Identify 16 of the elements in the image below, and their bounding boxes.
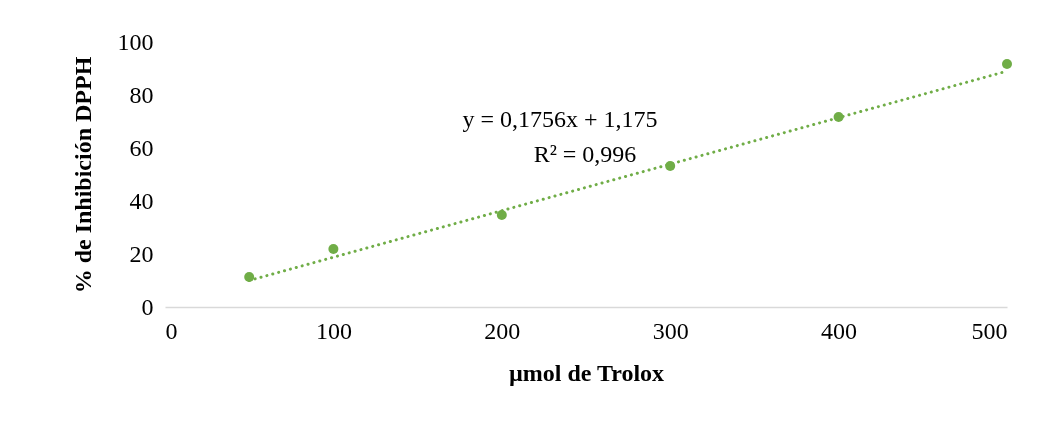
x-tick-label: 400	[821, 317, 858, 344]
x-tick-label: 500	[971, 317, 1008, 344]
x-tick-label: 100	[315, 317, 352, 344]
annotation: y = 0,1756x + 1,175	[462, 106, 658, 132]
y-axis-title: % de Inhibición DPPH	[69, 56, 96, 294]
x-tick-label: 300	[652, 317, 689, 344]
annotation: R² = 0,996	[533, 141, 637, 167]
x-tick-label: 200	[484, 317, 521, 344]
x-tick-label: 0	[165, 317, 178, 344]
y-tick-label: 40	[129, 187, 154, 214]
y-tick-label: 0	[141, 293, 154, 320]
y-tick-label: 20	[129, 240, 154, 267]
y-tick-label: 80	[129, 81, 154, 108]
y-tick-label: 60	[129, 134, 154, 161]
y-tick-label: 100	[117, 28, 154, 55]
x-axis-title: µmol de Trolox	[508, 359, 665, 386]
